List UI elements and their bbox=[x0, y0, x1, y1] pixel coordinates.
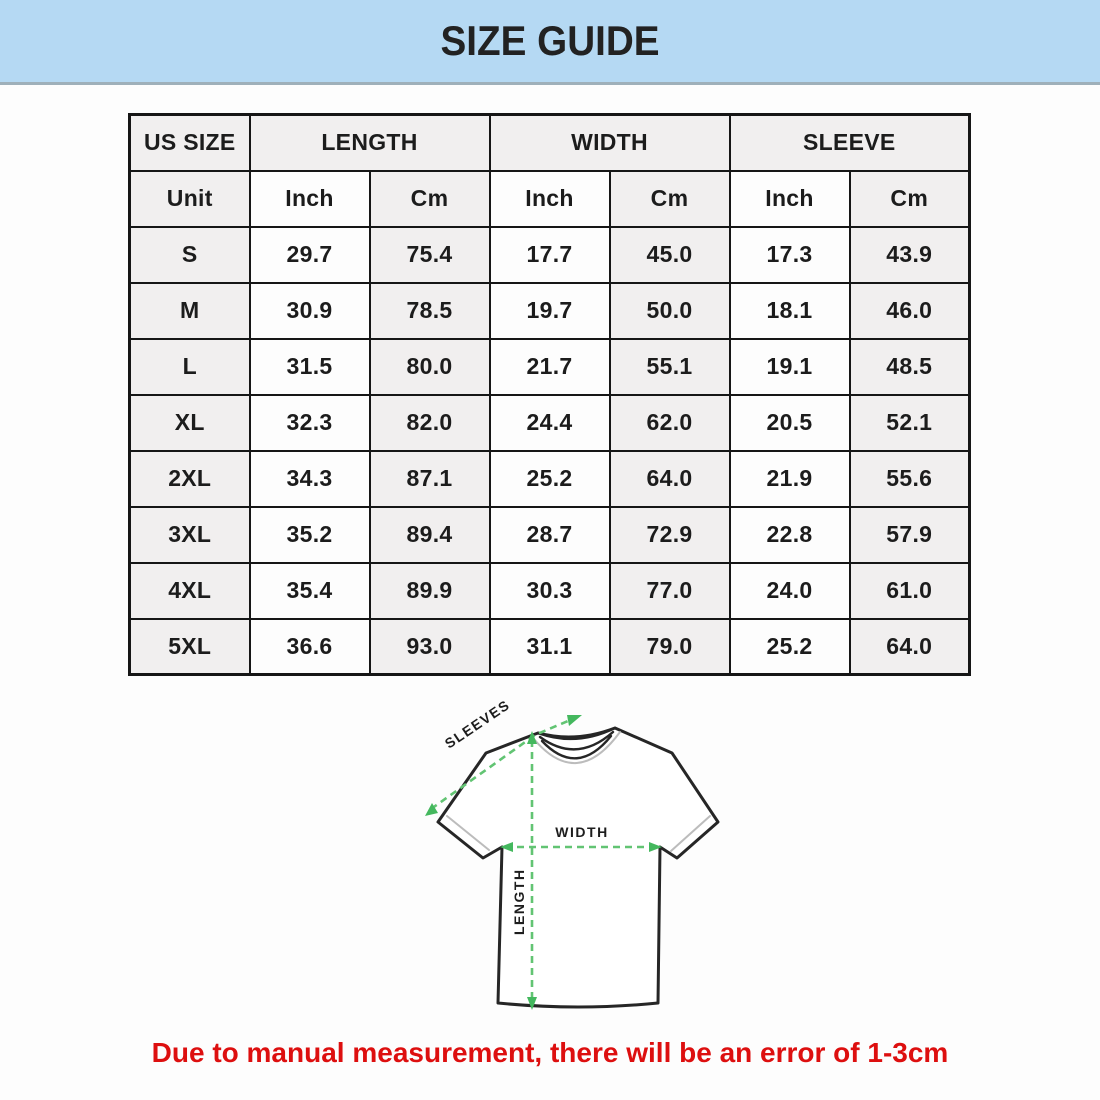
measurement-cell: 50.0 bbox=[608, 281, 731, 340]
unit-label: Unit bbox=[128, 169, 251, 228]
size-table: US SIZE LENGTH WIDTH SLEEVE Unit Inch Cm… bbox=[128, 113, 972, 676]
sleeves-arrow-label: SLEEVES bbox=[442, 696, 513, 751]
col-header-width: WIDTH bbox=[488, 113, 731, 172]
width-arrow-label: WIDTH bbox=[555, 824, 608, 840]
measurement-cell: 75.4 bbox=[368, 225, 491, 284]
measurement-cell: 52.1 bbox=[848, 393, 971, 452]
measurement-cell: 89.9 bbox=[368, 561, 491, 620]
measurement-cell: 72.9 bbox=[608, 505, 731, 564]
size-cell: 3XL bbox=[128, 505, 251, 564]
measurement-cell: 19.7 bbox=[488, 281, 611, 340]
measurement-cell: 43.9 bbox=[848, 225, 971, 284]
size-cell: 2XL bbox=[128, 449, 251, 508]
measurement-note: Due to manual measurement, there will be… bbox=[151, 1037, 949, 1068]
table-row: XL 32.3 82.0 24.4 62.0 20.5 52.1 bbox=[128, 393, 971, 452]
size-cell: M bbox=[128, 281, 251, 340]
measurement-cell: 30.3 bbox=[488, 561, 611, 620]
size-cell: L bbox=[128, 337, 251, 396]
measurement-cell: 46.0 bbox=[848, 281, 971, 340]
measurement-cell: 87.1 bbox=[368, 449, 491, 508]
col-header-sleeve: SLEEVE bbox=[728, 113, 971, 172]
measurement-cell: 35.2 bbox=[248, 505, 371, 564]
measurement-cell: 82.0 bbox=[368, 393, 491, 452]
width-arrow bbox=[500, 842, 662, 852]
measurement-cell: 20.5 bbox=[728, 393, 851, 452]
table-row: S 29.7 75.4 17.7 45.0 17.3 43.9 bbox=[128, 225, 971, 284]
table-row: M 30.9 78.5 19.7 50.0 18.1 46.0 bbox=[128, 281, 971, 340]
size-cell: 5XL bbox=[128, 617, 251, 676]
table-row: 4XL 35.4 89.9 30.3 77.0 24.0 61.0 bbox=[128, 561, 971, 620]
measurement-cell: 35.4 bbox=[248, 561, 371, 620]
measurement-cell: 22.8 bbox=[728, 505, 851, 564]
unit-cell: Inch bbox=[248, 169, 371, 228]
col-header-us-size: US SIZE bbox=[128, 113, 251, 172]
measurement-cell: 77.0 bbox=[608, 561, 731, 620]
measurement-cell: 48.5 bbox=[848, 337, 971, 396]
tshirt-outline bbox=[436, 726, 720, 1009]
measurement-cell: 17.7 bbox=[488, 225, 611, 284]
unit-cell: Cm bbox=[848, 169, 971, 228]
unit-cell: Inch bbox=[488, 169, 611, 228]
measurement-cell: 19.1 bbox=[728, 337, 851, 396]
measurement-cell: 24.4 bbox=[488, 393, 611, 452]
page-title: SIZE GUIDE bbox=[440, 17, 660, 64]
table-row: 5XL 36.6 93.0 31.1 79.0 25.2 64.0 bbox=[128, 617, 971, 676]
table-unit-row: Unit Inch Cm Inch Cm Inch Cm bbox=[128, 169, 971, 228]
measurement-cell: 34.3 bbox=[248, 449, 371, 508]
measurement-cell: 18.1 bbox=[728, 281, 851, 340]
measurement-cell: 17.3 bbox=[728, 225, 851, 284]
measurement-cell: 25.2 bbox=[488, 449, 611, 508]
measurement-cell: 79.0 bbox=[608, 617, 731, 676]
measurement-cell: 62.0 bbox=[608, 393, 731, 452]
measurement-cell: 55.6 bbox=[848, 449, 971, 508]
col-header-length: LENGTH bbox=[248, 113, 491, 172]
size-cell: 4XL bbox=[128, 561, 251, 620]
table-group-header-row: US SIZE LENGTH WIDTH SLEEVE bbox=[128, 113, 971, 172]
measurement-cell: 93.0 bbox=[368, 617, 491, 676]
unit-cell: Cm bbox=[368, 169, 491, 228]
length-arrow-label: LENGTH bbox=[511, 868, 527, 935]
measurement-cell: 64.0 bbox=[848, 617, 971, 676]
measurement-cell: 31.5 bbox=[248, 337, 371, 396]
length-arrow bbox=[527, 731, 537, 1010]
measurement-cell: 78.5 bbox=[368, 281, 491, 340]
measurement-cell: 89.4 bbox=[368, 505, 491, 564]
measurement-cell: 80.0 bbox=[368, 337, 491, 396]
measurement-cell: 45.0 bbox=[608, 225, 731, 284]
measurement-cell: 61.0 bbox=[848, 561, 971, 620]
table-row: L 31.5 80.0 21.7 55.1 19.1 48.5 bbox=[128, 337, 971, 396]
measurement-cell: 32.3 bbox=[248, 393, 371, 452]
table-row: 3XL 35.2 89.4 28.7 72.9 22.8 57.9 bbox=[128, 505, 971, 564]
size-cell: S bbox=[128, 225, 251, 284]
unit-cell: Cm bbox=[608, 169, 731, 228]
sleeves-arrow bbox=[425, 715, 582, 816]
measurement-cell: 31.1 bbox=[488, 617, 611, 676]
measurement-cell: 21.7 bbox=[488, 337, 611, 396]
table-row: 2XL 34.3 87.1 25.2 64.0 21.9 55.6 bbox=[128, 449, 971, 508]
measurement-cell: 28.7 bbox=[488, 505, 611, 564]
measurement-cell: 36.6 bbox=[248, 617, 371, 676]
measurement-cell: 24.0 bbox=[728, 561, 851, 620]
measurement-cell: 64.0 bbox=[608, 449, 731, 508]
measurement-cell: 30.9 bbox=[248, 281, 371, 340]
tshirt-measurement-diagram: SLEEVES WIDTH LENGTH bbox=[405, 685, 785, 1030]
size-guide-banner: SIZE GUIDE bbox=[0, 0, 1100, 85]
measurement-cell: 55.1 bbox=[608, 337, 731, 396]
measurement-cell: 57.9 bbox=[848, 505, 971, 564]
measurement-cell: 21.9 bbox=[728, 449, 851, 508]
measurement-cell: 25.2 bbox=[728, 617, 851, 676]
measurement-cell: 29.7 bbox=[248, 225, 371, 284]
unit-cell: Inch bbox=[728, 169, 851, 228]
size-cell: XL bbox=[128, 393, 251, 452]
